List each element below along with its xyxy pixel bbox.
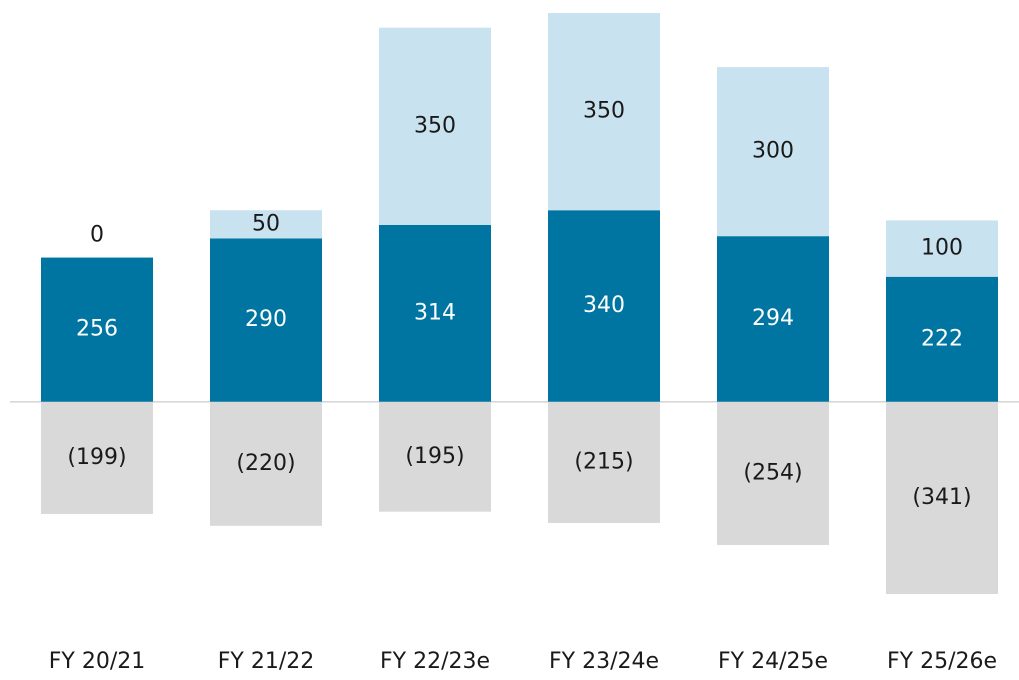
x-tick-label: FY 23/24e [549, 649, 659, 674]
data-label: 314 [414, 300, 456, 325]
x-tick-label: FY 20/21 [49, 649, 146, 674]
x-tick-label: FY 22/23e [380, 649, 490, 674]
data-label: (220) [236, 451, 295, 476]
data-label: (199) [67, 445, 126, 470]
data-label: 340 [583, 293, 625, 318]
bar-segment [886, 220, 998, 277]
bar-segment [379, 224, 491, 402]
x-tick-label: FY 25/26e [887, 649, 997, 674]
data-label: 290 [245, 307, 287, 332]
data-label: (254) [743, 460, 802, 485]
bar-segment [41, 257, 153, 402]
data-label: (215) [574, 449, 633, 474]
bar-segment [210, 401, 322, 526]
data-label: 350 [414, 113, 456, 138]
bar-segment [379, 27, 491, 225]
bar-segment [379, 401, 491, 512]
data-label: 294 [752, 306, 794, 331]
data-label: 222 [921, 326, 963, 351]
data-label: 50 [252, 211, 280, 236]
bar-segment [210, 210, 322, 239]
bar-segment [886, 401, 998, 594]
x-tick-label: FY 24/25e [718, 649, 828, 674]
bar-segment [886, 276, 998, 402]
bar-segment [548, 13, 660, 211]
data-label: 256 [76, 317, 118, 342]
bar-segment [41, 401, 153, 514]
data-label: 100 [921, 236, 963, 261]
bar-segment [548, 401, 660, 523]
bar-segment [548, 210, 660, 402]
data-label: 350 [583, 99, 625, 124]
bar-segment [717, 236, 829, 402]
data-label: (341) [912, 485, 971, 510]
bar-segment [717, 401, 829, 545]
bar-segment [210, 238, 322, 402]
x-tick-label: FY 21/22 [218, 649, 315, 674]
data-label: 0 [90, 223, 104, 248]
data-label: 300 [752, 139, 794, 164]
data-label: (195) [405, 444, 464, 469]
bar-segment [717, 67, 829, 237]
